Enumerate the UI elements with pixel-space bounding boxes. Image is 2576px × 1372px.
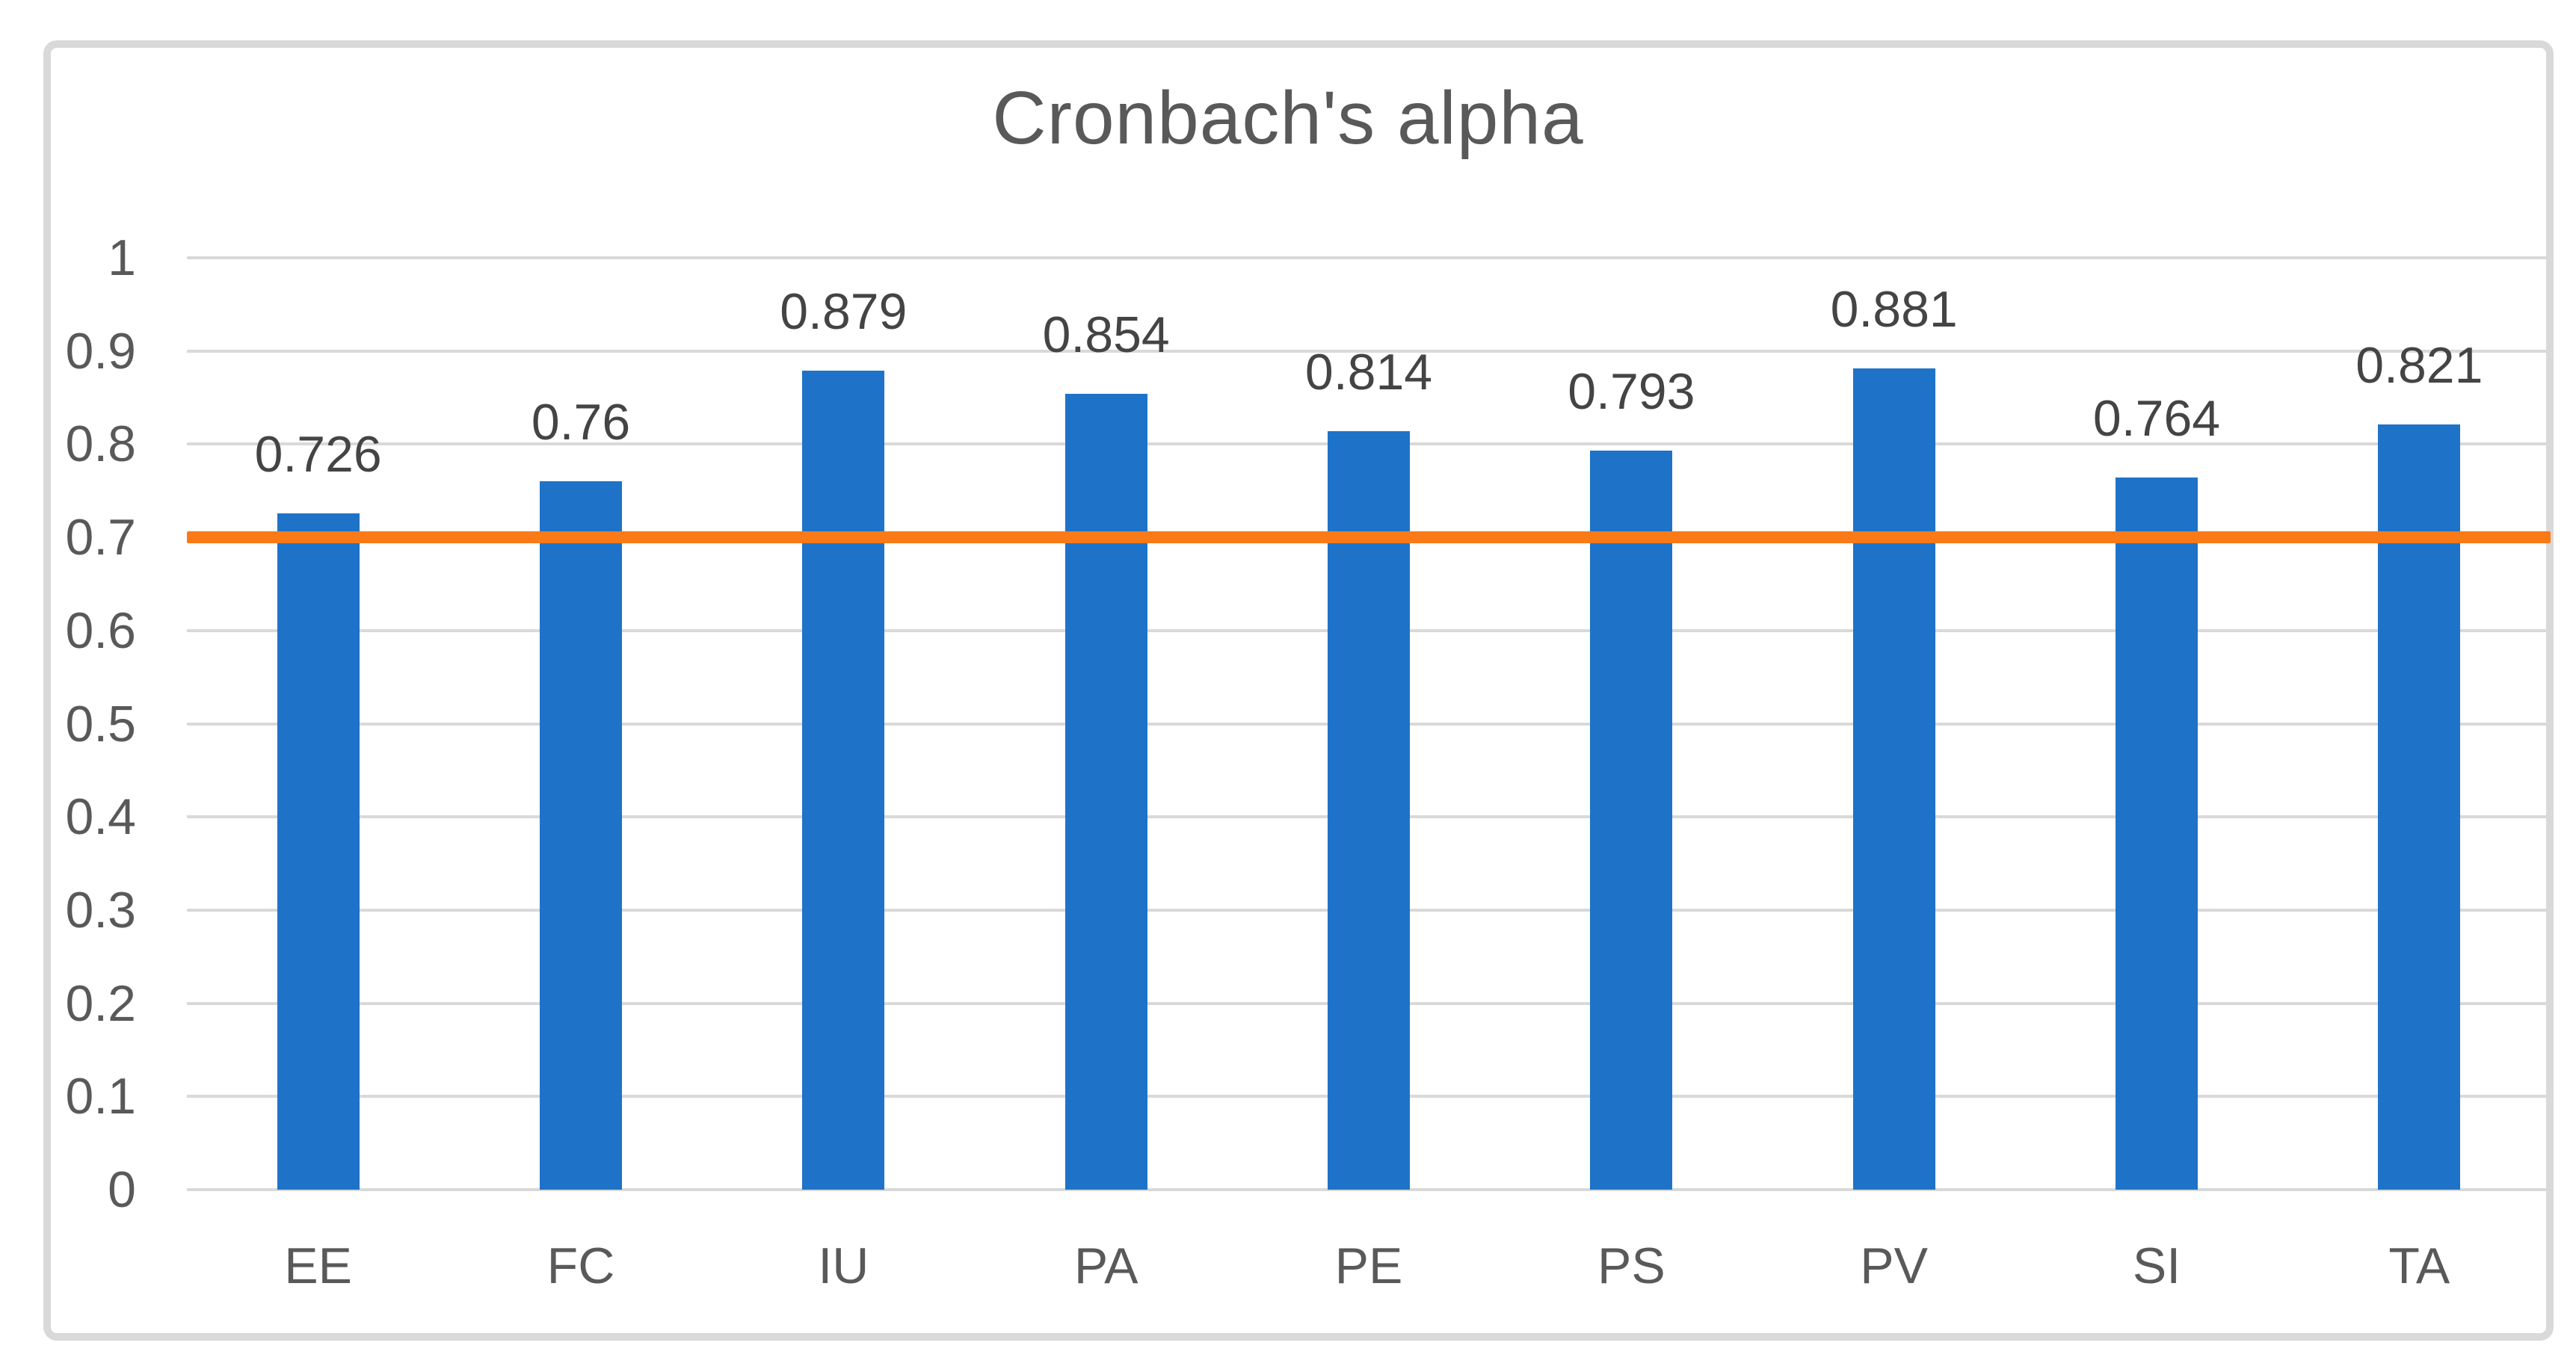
y-tick-label: 0.4 xyxy=(65,788,136,846)
bar xyxy=(540,481,622,1190)
bar xyxy=(802,370,885,1190)
y-tick-label: 0.2 xyxy=(65,974,136,1032)
y-tick-label: 0.9 xyxy=(65,322,136,380)
category-label: IU xyxy=(818,1237,869,1294)
category-label: PS xyxy=(1597,1237,1666,1294)
bar-value-label: 0.793 xyxy=(1568,363,1695,421)
category-label: FC xyxy=(546,1237,615,1294)
bar-value-label: 0.764 xyxy=(2092,390,2221,448)
threshold-line xyxy=(187,531,2551,544)
bar xyxy=(1590,451,1673,1190)
category-label: SI xyxy=(2132,1237,2181,1294)
y-tick-label: 0.6 xyxy=(65,602,136,659)
bar-value-label: 0.814 xyxy=(1304,343,1433,401)
y-tick-label: 0 xyxy=(108,1161,136,1218)
bar xyxy=(1852,368,1935,1190)
bar xyxy=(277,513,360,1190)
y-tick-label: 0.7 xyxy=(65,509,136,566)
bar-value-label: 0.881 xyxy=(1830,281,1958,339)
gridline xyxy=(187,256,2551,259)
bar xyxy=(1064,394,1147,1190)
bar-value-label: 0.76 xyxy=(531,394,631,451)
y-tick-label: 0.1 xyxy=(65,1068,136,1125)
y-tick-label: 1 xyxy=(108,229,136,286)
bar xyxy=(1328,430,1410,1190)
bar-value-label: 0.821 xyxy=(2355,337,2483,395)
category-label: EE xyxy=(284,1237,353,1294)
bar-value-label: 0.879 xyxy=(780,282,908,340)
category-label: PV xyxy=(1860,1237,1929,1294)
y-tick-label: 0.5 xyxy=(65,695,136,753)
bar-value-label: 0.854 xyxy=(1042,306,1170,364)
category-label: PE xyxy=(1334,1237,1403,1294)
bar xyxy=(2116,478,2198,1190)
gridline xyxy=(187,349,2551,353)
bar xyxy=(2378,424,2461,1190)
category-label: TA xyxy=(2388,1237,2450,1294)
chart-title: Cronbach's alpha xyxy=(992,76,1584,160)
category-label: PA xyxy=(1073,1237,1138,1294)
bar-value-label: 0.726 xyxy=(254,425,382,483)
gridline xyxy=(187,1188,2551,1191)
y-tick-label: 0.3 xyxy=(65,881,136,939)
y-tick-label: 0.8 xyxy=(65,415,136,473)
